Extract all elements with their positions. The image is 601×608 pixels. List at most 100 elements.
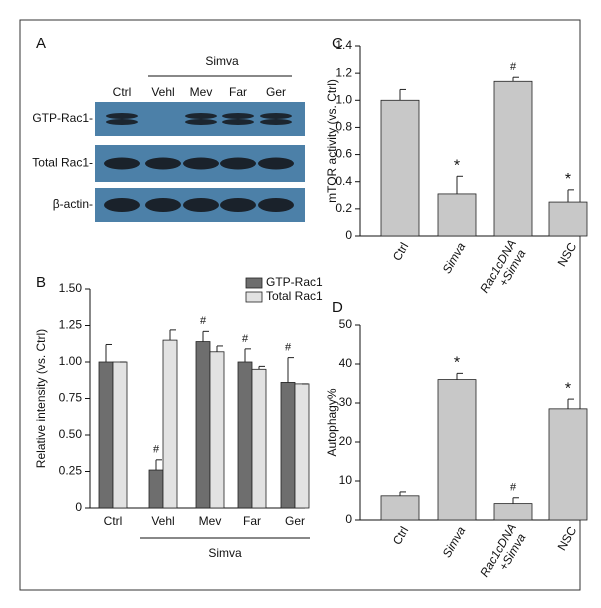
band [185, 113, 217, 119]
error-bar [155, 459, 162, 471]
bar [162, 339, 178, 509]
error-bar [169, 329, 176, 341]
error-bar [567, 398, 574, 409]
band [258, 198, 294, 212]
band [106, 119, 138, 125]
annotation: # [242, 333, 249, 345]
annotation: * [565, 380, 571, 397]
band [145, 198, 181, 212]
y-axis-label: Relative intensity (vs. Ctrl) [34, 329, 48, 468]
band [260, 113, 292, 119]
panel-label: D [332, 299, 343, 316]
y-tick-label: 0.75 [59, 391, 83, 405]
error-bar [216, 345, 223, 352]
x-tick-label: Mev [199, 514, 222, 528]
bar [380, 99, 420, 237]
error-bar [244, 348, 251, 362]
band [220, 198, 256, 212]
y-tick-label: 0.4 [335, 174, 352, 188]
error-bar [512, 76, 519, 82]
y-tick-label: 50 [339, 317, 353, 331]
figure-border [19, 19, 581, 591]
x-tick-label: Simva [440, 524, 469, 560]
y-tick-label: 1.00 [59, 354, 83, 368]
group-label: Simva [205, 54, 239, 68]
x-tick-label: Vehl [151, 514, 174, 528]
annotation: # [510, 482, 517, 494]
x-tick-label: Rac1cDNA+Simva [477, 237, 530, 302]
bar [493, 503, 533, 521]
bar [548, 408, 588, 521]
blot-row [95, 102, 305, 136]
x-tick-label: Ctrl [390, 240, 411, 263]
y-tick-label: 1.0 [335, 92, 352, 106]
x-tick-label: Simva [440, 240, 469, 276]
annotation: * [454, 158, 460, 175]
y-tick-label: 1.50 [59, 281, 83, 295]
row-label: GTP-Rac1- [32, 111, 93, 125]
y-tick-label: 0 [345, 228, 352, 242]
bar [112, 361, 128, 509]
annotation: * [454, 355, 460, 372]
bar [437, 193, 477, 237]
error-bar [399, 88, 406, 101]
y-tick-label: 0.8 [335, 120, 352, 134]
band [145, 157, 181, 170]
error-bar [202, 330, 209, 342]
legend-label: Total Rac1 [266, 289, 323, 303]
band [185, 119, 217, 125]
bar [148, 469, 164, 509]
bar [209, 351, 225, 509]
x-tick-label: Far [243, 514, 261, 528]
x-tick-label: NSC [555, 524, 580, 553]
legend-label: GTP-Rac1 [266, 275, 323, 289]
annotation: # [285, 342, 292, 354]
y-tick-label: 0.50 [59, 427, 83, 441]
bar [380, 495, 420, 521]
annotation: # [510, 61, 517, 73]
error-bar [105, 343, 112, 362]
lane-label: Ctrl [113, 85, 132, 99]
y-axis-label: Autophagy% [325, 388, 339, 456]
y-tick-label: 0 [345, 512, 352, 526]
group-label: Simva [208, 546, 242, 560]
band [220, 157, 256, 170]
band [183, 157, 219, 170]
panel-label: A [36, 35, 46, 52]
y-tick-label: 0.25 [59, 464, 83, 478]
y-tick-label: 20 [339, 434, 353, 448]
x-tick-label: Ctrl [104, 514, 123, 528]
annotation: * [565, 171, 571, 188]
band [222, 113, 254, 119]
y-tick-label: 1.25 [59, 318, 83, 332]
bar [548, 201, 588, 237]
legend-swatch [245, 277, 263, 289]
band [222, 119, 254, 125]
bar [237, 361, 253, 509]
error-bar [258, 365, 265, 370]
y-tick-label: 40 [339, 356, 353, 370]
x-tick-label: Rac1cDNA+Simva [477, 521, 530, 586]
lane-label: Far [229, 85, 247, 99]
x-tick-label: NSC [555, 240, 580, 269]
y-tick-label: 0.2 [335, 201, 352, 215]
bar [98, 361, 114, 509]
y-tick-label: 0 [75, 500, 82, 514]
bar [251, 368, 267, 509]
band [260, 119, 292, 125]
y-tick-label: 1.2 [335, 65, 352, 79]
band [104, 157, 140, 170]
error-bar [512, 497, 519, 504]
lane-label: Vehl [151, 85, 174, 99]
row-label: Total Rac1- [32, 156, 93, 170]
x-tick-label: Ger [285, 514, 305, 528]
annotation: # [200, 315, 207, 327]
y-tick-label: 1.4 [335, 38, 352, 52]
y-tick-label: 30 [339, 395, 353, 409]
error-bar [567, 189, 574, 203]
y-tick-label: 0.6 [335, 147, 352, 161]
row-label: β-actin- [53, 197, 93, 211]
bar [195, 341, 211, 509]
band [106, 113, 138, 119]
